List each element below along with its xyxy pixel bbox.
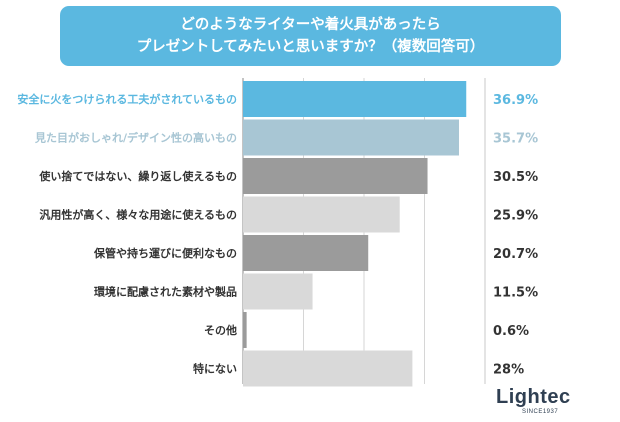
value-label-2: 35.7%	[493, 132, 538, 147]
chart-title-box: どのようなライターや着火具があったら プレゼントしてみたいと思いますか？（複数回…	[60, 6, 561, 66]
bar-3	[243, 158, 428, 194]
brand-name: Lightec	[496, 386, 571, 408]
brand-tagline: SINCE1937	[522, 409, 559, 415]
category-label-2: 見た目がおしゃれ/デザイン性の高いもの	[34, 131, 237, 145]
category-label-1: 安全に火をつけられる工夫がされているもの	[17, 92, 237, 106]
bar-4	[243, 196, 400, 233]
bar-5	[243, 235, 369, 271]
chart-title-line1: どのようなライターや着火具があったら	[180, 17, 441, 33]
bar-7	[243, 312, 247, 348]
category-label-8: 特にない	[193, 362, 237, 376]
category-label-4: 汎用性が高く、様々な用途に使えるもの	[39, 208, 237, 222]
category-label-6: 環境に配慮された素材や製品	[94, 285, 237, 299]
value-label-8: 28%	[493, 363, 524, 378]
bar-8	[243, 350, 413, 387]
value-label-4: 25.9%	[493, 209, 538, 224]
bar-1	[243, 81, 467, 117]
bar-2	[243, 119, 459, 156]
value-label-3: 30.5%	[493, 170, 538, 185]
value-label-6: 11.5%	[493, 286, 538, 301]
chart-title-line2: プレゼントしてみたいと思いますか？（複数回答可）	[136, 39, 485, 55]
value-label-1: 36.9%	[493, 93, 538, 108]
category-label-5: 保管や持ち運びに便利なもの	[93, 246, 237, 260]
category-label-7: その他	[204, 323, 237, 337]
bar-6	[243, 273, 313, 310]
brand-logo: Lightec SINCE1937	[496, 386, 596, 420]
value-label-7: 0.6%	[493, 324, 529, 339]
category-label-3: 使い捨てではない、繰り返し使えるもの	[38, 169, 237, 183]
value-label-5: 20.7%	[493, 247, 538, 262]
